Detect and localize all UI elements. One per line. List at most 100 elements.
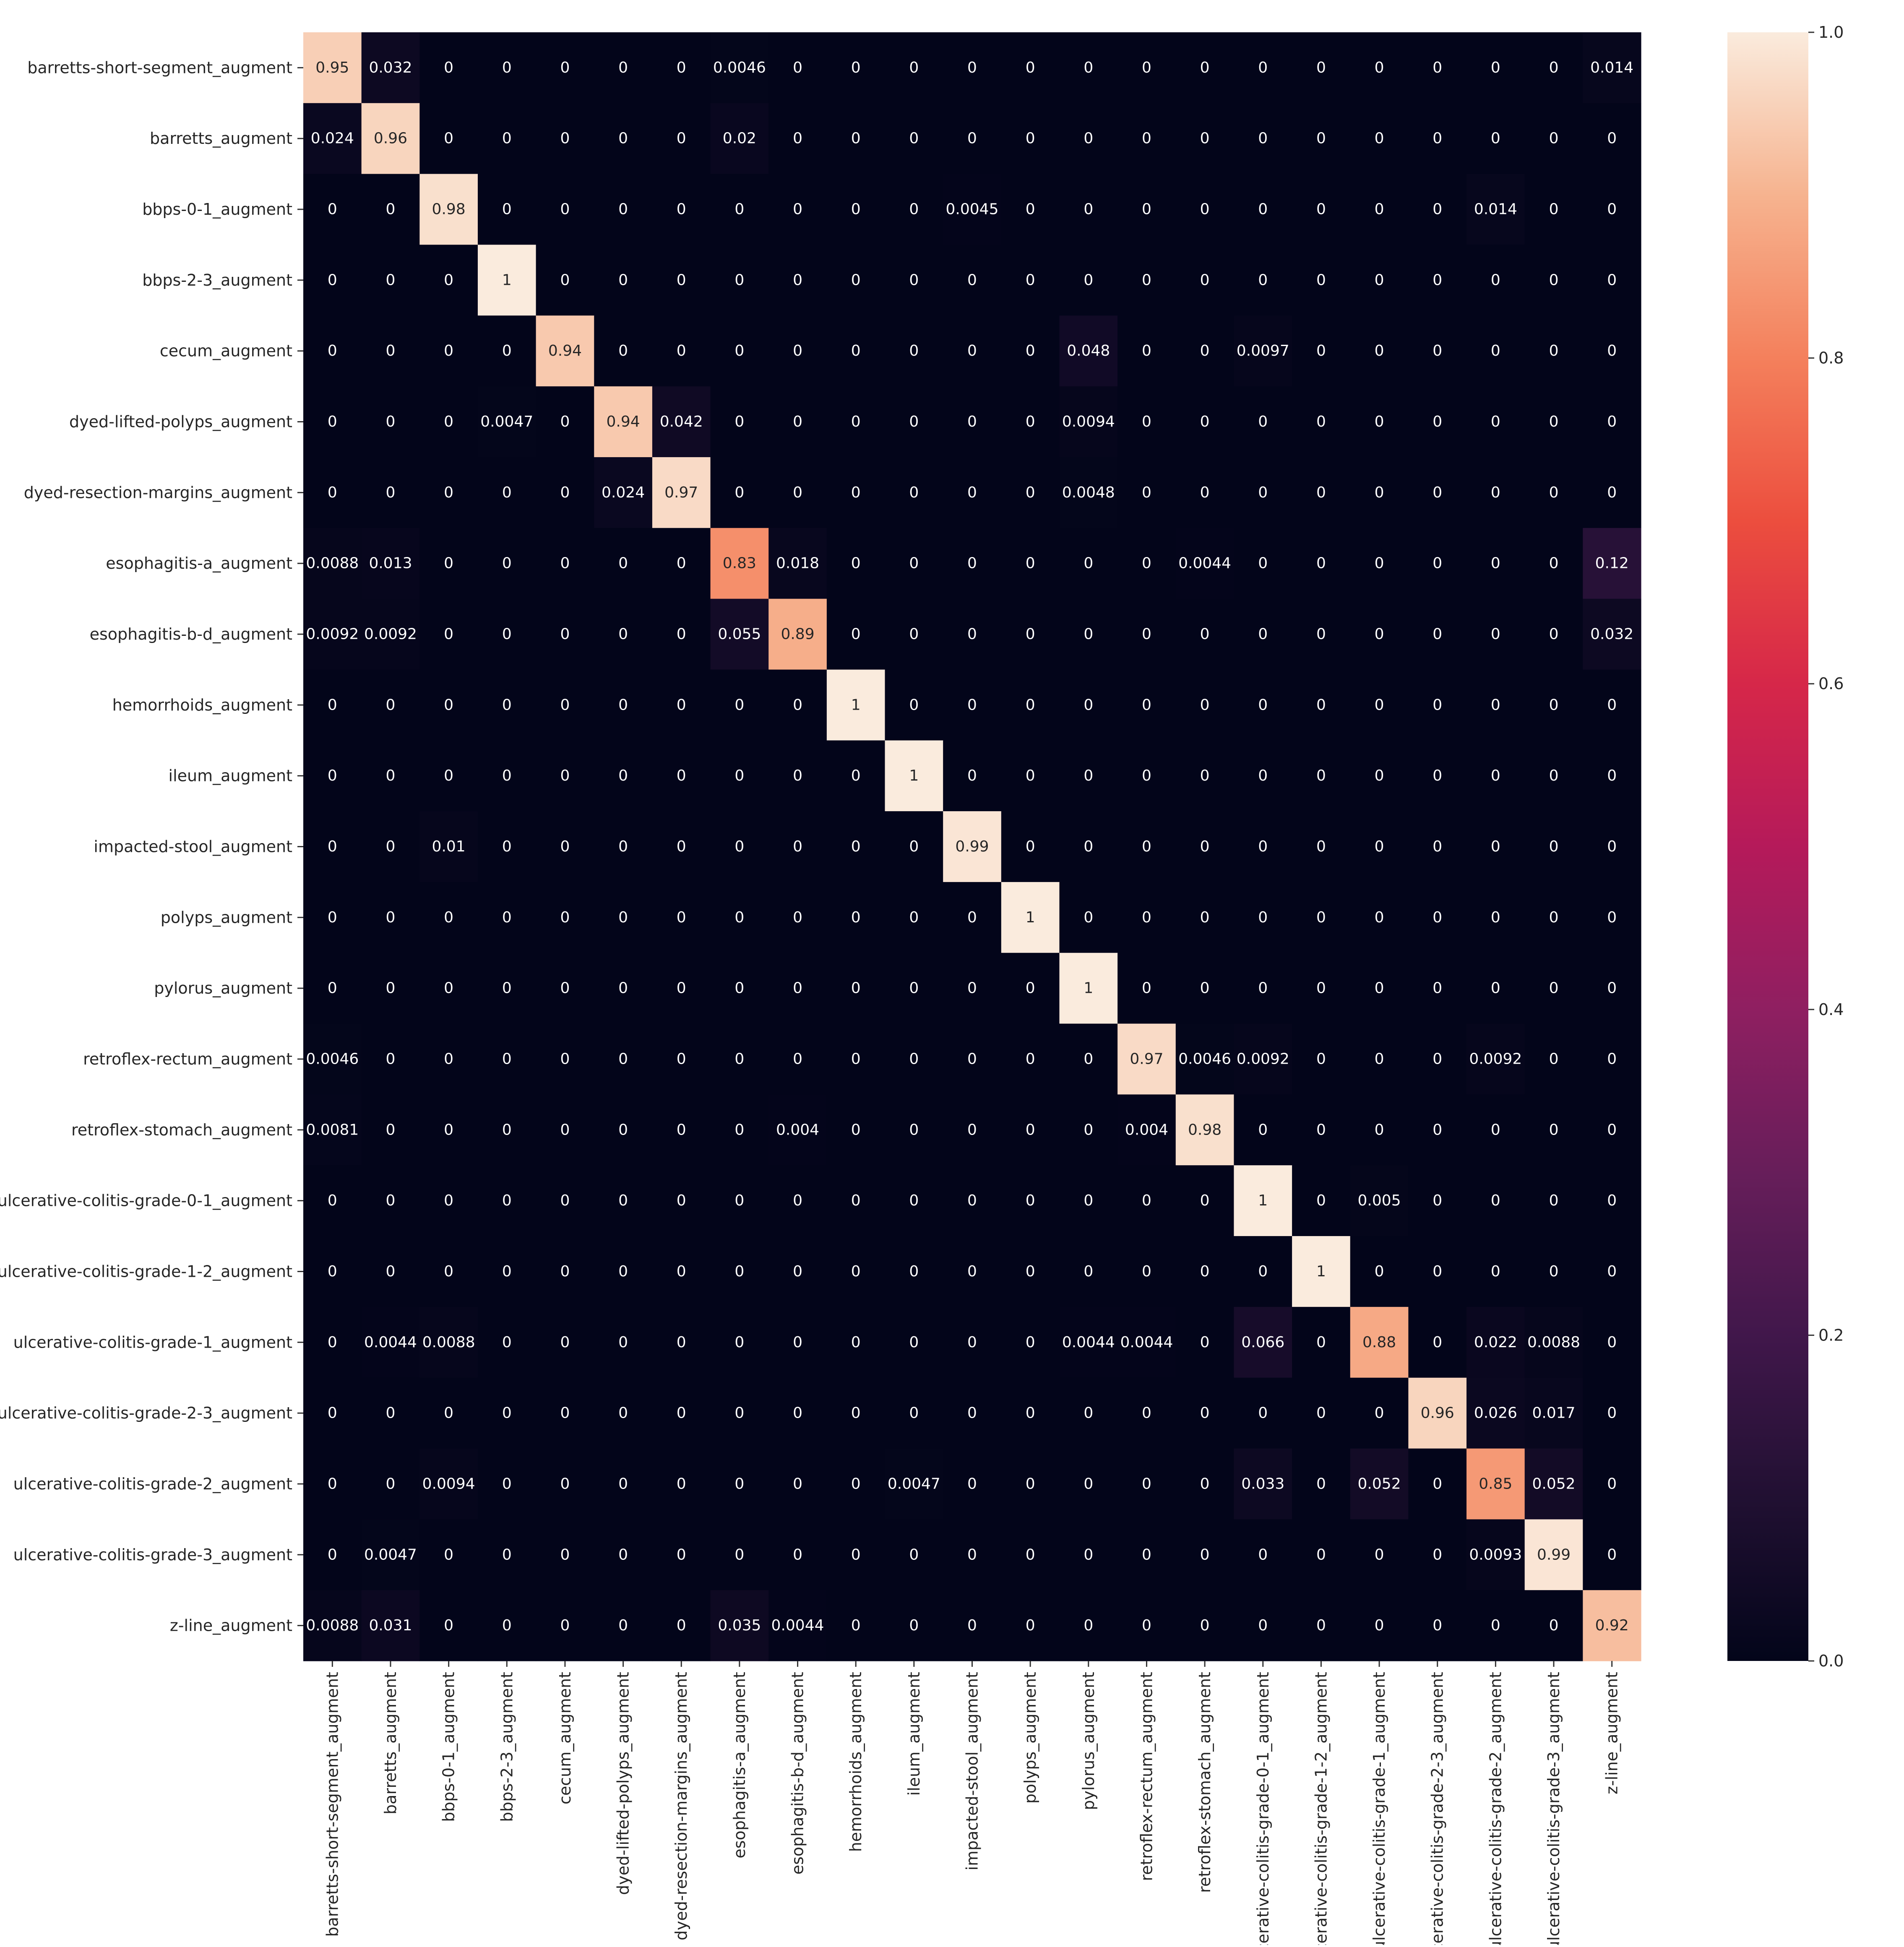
cell-annotation: 0 bbox=[444, 626, 453, 643]
heatmap-cell bbox=[594, 740, 653, 812]
x-tick-label: esophagitis-b-d_augment bbox=[789, 1672, 807, 1874]
cell-annotation: 0 bbox=[328, 838, 337, 855]
heatmap-cell bbox=[1059, 740, 1118, 812]
heatmap-cell bbox=[652, 103, 711, 174]
heatmap-cell bbox=[1466, 528, 1525, 599]
cell-annotation: 0 bbox=[618, 909, 628, 926]
heatmap-cell bbox=[361, 386, 420, 458]
heatmap-cell bbox=[710, 953, 769, 1024]
y-tick-label: pylorus_augment bbox=[154, 979, 292, 997]
cell-annotation: 0 bbox=[502, 201, 512, 218]
heatmap-cell bbox=[1350, 1165, 1409, 1236]
heatmap-cell bbox=[768, 245, 827, 316]
heatmap-cell bbox=[477, 386, 537, 458]
heatmap-cell bbox=[1466, 1377, 1525, 1449]
heatmap-cell bbox=[885, 953, 943, 1024]
cell-annotation: 0 bbox=[1607, 980, 1617, 997]
heatmap-cell bbox=[1408, 386, 1467, 458]
heatmap-cell bbox=[1175, 528, 1235, 599]
cell-annotation: 0 bbox=[1142, 1263, 1151, 1280]
heatmap-cell bbox=[1524, 1023, 1583, 1095]
heatmap-cell bbox=[826, 245, 886, 316]
cell-annotation: 0 bbox=[735, 1334, 744, 1351]
heatmap-cell bbox=[361, 1165, 420, 1236]
heatmap-cell bbox=[419, 386, 478, 458]
cell-annotation: 0 bbox=[560, 201, 570, 218]
cell-annotation: 0 bbox=[1433, 696, 1442, 713]
heatmap-cell bbox=[768, 1023, 827, 1095]
cell-annotation: 0 bbox=[1433, 1263, 1442, 1280]
heatmap-cell bbox=[885, 32, 943, 104]
heatmap-cell bbox=[1059, 174, 1118, 245]
cell-annotation: 0 bbox=[618, 1617, 628, 1634]
cell-annotation: 0 bbox=[1375, 1121, 1384, 1138]
cell-annotation: 0 bbox=[1142, 59, 1151, 76]
cell-annotation: 0.0088 bbox=[1527, 1334, 1580, 1351]
heatmap-cell bbox=[1292, 1236, 1351, 1307]
cell-annotation: 0 bbox=[1258, 838, 1268, 855]
heatmap-cell bbox=[1524, 811, 1583, 882]
heatmap-cell bbox=[768, 669, 827, 741]
heatmap-cell bbox=[594, 1165, 653, 1236]
heatmap-cell bbox=[419, 245, 478, 316]
cell-annotation: 0.024 bbox=[602, 484, 645, 501]
cell-annotation: 0 bbox=[909, 484, 919, 501]
cell-annotation: 0.0047 bbox=[364, 1546, 417, 1563]
cell-annotation: 0 bbox=[735, 413, 744, 430]
cell-annotation: 0 bbox=[1258, 130, 1268, 147]
cell-annotation: 0 bbox=[1433, 413, 1442, 430]
heatmap-cell bbox=[594, 1236, 653, 1307]
heatmap-cell bbox=[1292, 32, 1351, 104]
heatmap-cell bbox=[361, 1590, 420, 1661]
cell-annotation: 0 bbox=[735, 1192, 744, 1209]
y-tick-label: bbps-2-3_augment bbox=[142, 271, 292, 289]
heatmap-cell bbox=[826, 1377, 886, 1449]
heatmap-cell bbox=[768, 953, 827, 1024]
cell-annotation: 0 bbox=[1084, 626, 1093, 643]
heatmap-cell bbox=[885, 1519, 943, 1590]
cell-annotation: 0.032 bbox=[1590, 626, 1633, 643]
heatmap-cell bbox=[1350, 174, 1409, 245]
cell-annotation: 0 bbox=[618, 555, 628, 572]
cell-annotation: 1 bbox=[1084, 980, 1093, 997]
cell-annotation: 0 bbox=[909, 1121, 919, 1138]
heatmap-cell bbox=[1292, 1165, 1351, 1236]
cell-annotation: 0 bbox=[793, 980, 802, 997]
cell-annotation: 0.0045 bbox=[946, 201, 999, 218]
heatmap-cell bbox=[594, 528, 653, 599]
cell-annotation: 0 bbox=[1607, 130, 1617, 147]
cell-annotation: 0 bbox=[386, 980, 396, 997]
x-tick-label: dyed-resection-margins_augment bbox=[672, 1672, 690, 1940]
heatmap-cell bbox=[361, 245, 420, 316]
cell-annotation: 0 bbox=[386, 342, 396, 359]
cell-annotation: 0 bbox=[1549, 1192, 1559, 1209]
cell-annotation: 0 bbox=[1200, 980, 1210, 997]
cell-annotation: 0 bbox=[618, 1334, 628, 1351]
heatmap-cell bbox=[943, 528, 1002, 599]
cell-annotation: 0 bbox=[328, 909, 337, 926]
cell-annotation: 0 bbox=[909, 130, 919, 147]
heatmap-cell bbox=[768, 1519, 827, 1590]
heatmap-cell bbox=[1466, 740, 1525, 812]
heatmap-cell bbox=[826, 1165, 886, 1236]
cell-annotation: 0.0046 bbox=[713, 59, 766, 76]
heatmap-cell bbox=[1001, 386, 1060, 458]
cell-annotation: 0 bbox=[735, 1263, 744, 1280]
heatmap-cell bbox=[1292, 457, 1351, 528]
heatmap-cell bbox=[1234, 1165, 1292, 1236]
cell-annotation: 0 bbox=[793, 271, 802, 289]
cell-annotation: 0 bbox=[1258, 1405, 1268, 1422]
heatmap-cell bbox=[1292, 1519, 1351, 1590]
cell-annotation: 0 bbox=[1142, 1475, 1151, 1492]
heatmap-cell bbox=[1175, 953, 1235, 1024]
cell-annotation: 0 bbox=[1258, 909, 1268, 926]
heatmap-cell bbox=[1524, 1590, 1583, 1661]
cell-annotation: 0 bbox=[1433, 767, 1442, 784]
cell-annotation: 0 bbox=[1549, 484, 1559, 501]
heatmap-cell bbox=[1524, 1519, 1583, 1590]
x-tick-label: ileum_augment bbox=[905, 1672, 923, 1796]
heatmap-cell bbox=[477, 1590, 537, 1661]
heatmap-cell bbox=[1408, 1094, 1467, 1166]
heatmap-cell bbox=[652, 1023, 711, 1095]
cell-annotation: 0 bbox=[1258, 59, 1268, 76]
